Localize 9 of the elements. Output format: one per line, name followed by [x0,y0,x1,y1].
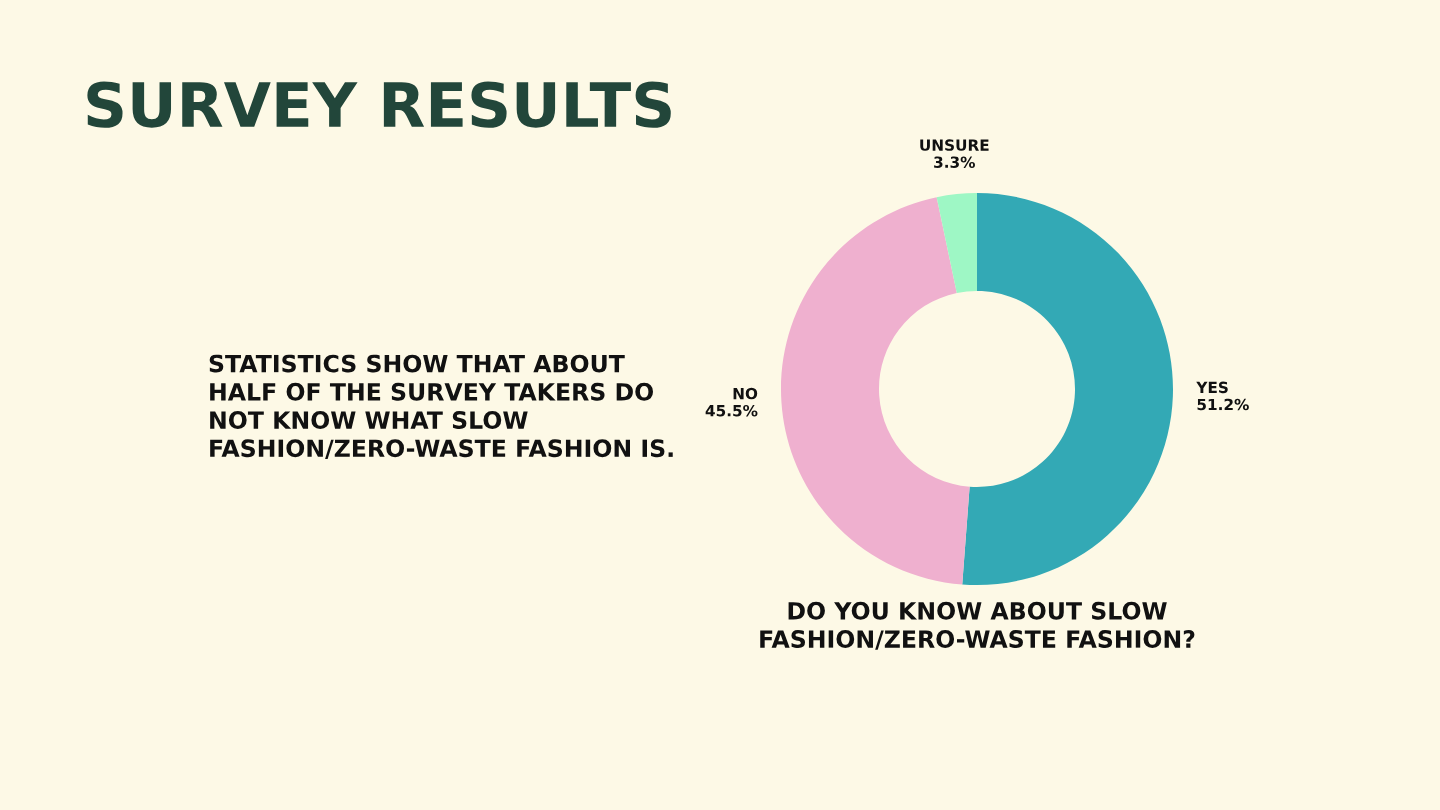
slice-label: YES [1196,381,1228,394]
data-label: 3.3% [934,156,975,168]
slice-label: UNSURE [920,139,989,151]
slice-label: NO [733,387,758,400]
text: STATISTICS SHOW THAT ABOUT HALF OF THE SURVEY TAKERS DO NOT KNOW WHAT SLOW FASHION/ZERO-WASTE FASHION IS. [209,354,673,460]
data-label: 45.5% [705,404,758,417]
text: DO YOU KNOW ABOUT SLOW FASHION/ZERO-WASTE FASHION? [760,601,1195,650]
data-label: 51.2% [1197,398,1249,411]
chart-title: SURVEY RESULTS [87,81,671,128]
